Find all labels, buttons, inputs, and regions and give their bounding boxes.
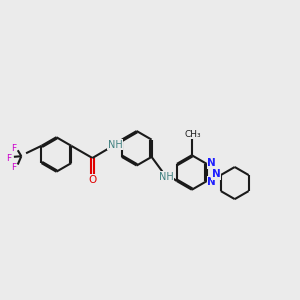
Text: F: F xyxy=(11,144,16,153)
Text: NH: NH xyxy=(159,172,173,182)
Text: CH₃: CH₃ xyxy=(184,130,201,139)
Text: N: N xyxy=(207,158,216,168)
Text: N: N xyxy=(207,177,216,187)
Text: O: O xyxy=(88,175,97,185)
Text: F: F xyxy=(6,154,11,163)
Text: N: N xyxy=(212,169,220,179)
Text: NH: NH xyxy=(108,140,122,150)
Text: F: F xyxy=(11,163,16,172)
